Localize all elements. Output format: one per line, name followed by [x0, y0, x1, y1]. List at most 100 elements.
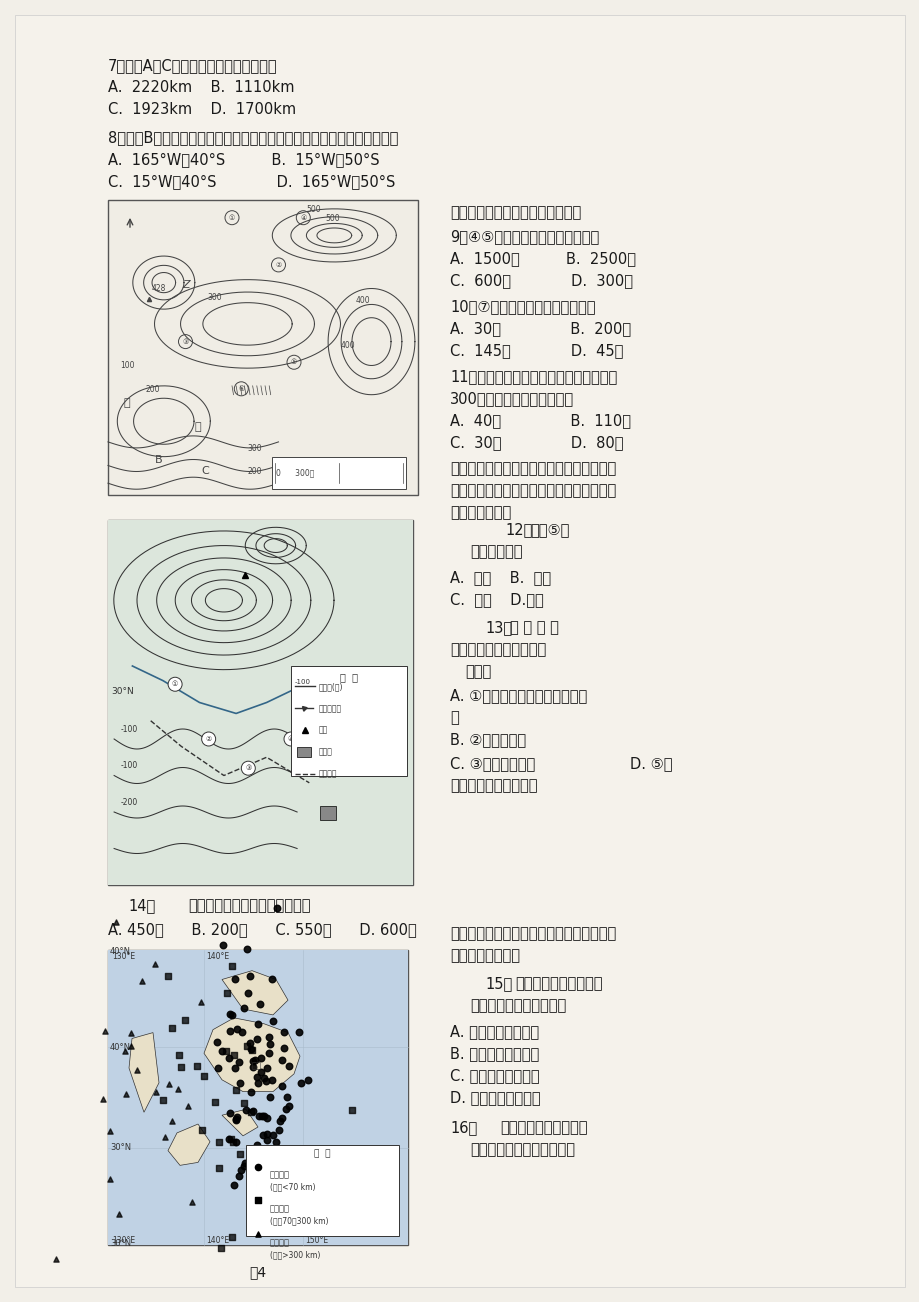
Point [271, 1120, 286, 1141]
Point [278, 1143, 293, 1164]
Bar [108, 201, 417, 495]
Point [172, 1044, 187, 1065]
Point [233, 1143, 247, 1164]
Point [161, 1073, 176, 1094]
Point [135, 970, 150, 991]
Text: 428: 428 [152, 284, 166, 293]
Text: 13、: 13、 [484, 620, 512, 635]
Text: -200: -200 [120, 798, 137, 807]
Point [244, 1082, 258, 1103]
Point [228, 1131, 243, 1152]
Point [249, 1029, 264, 1049]
Point [222, 1021, 237, 1042]
Bar [108, 950, 407, 1245]
Point [249, 1066, 264, 1087]
Point [240, 1035, 255, 1056]
Point [259, 1107, 274, 1128]
Point [224, 956, 239, 976]
Text: 回答下面两题。: 回答下面两题。 [449, 505, 511, 519]
Point [228, 1057, 243, 1078]
Bar [108, 519, 413, 885]
Point [215, 935, 230, 956]
Point [255, 1105, 269, 1126]
Point [222, 1103, 237, 1124]
Point [261, 1042, 276, 1062]
Text: 丙: 丙 [123, 398, 130, 409]
Text: C.  15°W，40°S             D.  165°W，50°S: C. 15°W，40°S D. 165°W，50°S [108, 174, 395, 189]
Circle shape [241, 762, 255, 775]
Point [194, 1120, 209, 1141]
Point [229, 1109, 244, 1130]
Point [49, 1249, 63, 1269]
Text: -100: -100 [120, 725, 137, 734]
Point [230, 1018, 244, 1039]
Text: 河流、瀏布: 河流、瀏布 [319, 704, 342, 713]
Point [210, 1057, 225, 1078]
Text: B. ②地坡度最陨: B. ②地坡度最陨 [449, 732, 526, 747]
Polygon shape [221, 971, 288, 1014]
Point [211, 1131, 226, 1152]
Text: 14、: 14、 [128, 898, 155, 913]
Point [260, 1163, 275, 1184]
Point [171, 1078, 186, 1099]
Point [276, 1038, 290, 1059]
Text: Z: Z [182, 280, 189, 289]
Text: -100: -100 [120, 762, 137, 771]
Point [249, 1134, 264, 1155]
Point [165, 1017, 179, 1038]
Point [124, 1036, 139, 1057]
Text: A.  165°W，40°S          B.  15°W，50°S: A. 165°W，40°S B. 15°W，50°S [108, 152, 380, 167]
Point [266, 1010, 280, 1031]
Point [227, 969, 242, 990]
Point [242, 965, 256, 986]
Point [130, 1060, 144, 1081]
Text: A.  2220km    B.  1110km: A. 2220km B. 1110km [108, 79, 294, 95]
Point [219, 1040, 233, 1061]
Text: ⑥: ⑥ [238, 385, 244, 392]
Point [240, 983, 255, 1004]
Point [161, 966, 176, 987]
Text: ④: ④ [300, 215, 306, 221]
Point [232, 1165, 246, 1186]
Point [108, 911, 123, 932]
Text: B. 由南向北深度增大: B. 由南向北深度增大 [449, 1046, 539, 1061]
Text: C.  湁地    D.山顶: C. 湁地 D.山顶 [449, 592, 543, 607]
Point [261, 1027, 276, 1048]
Point [252, 993, 267, 1014]
Text: 图  例: 图 例 [340, 672, 357, 682]
Text: 深度的分布特点是（　）: 深度的分布特点是（ ） [470, 999, 565, 1013]
Text: 考察路线: 考察路线 [319, 769, 337, 779]
Point [236, 1156, 251, 1177]
Text: 300: 300 [207, 293, 221, 302]
Point [224, 1226, 239, 1247]
Text: 左图为日本及其附近海域震源深度分布示意: 左图为日本及其附近海域震源深度分布示意 [449, 926, 616, 941]
Polygon shape [129, 1032, 159, 1112]
Point [264, 1069, 278, 1090]
Text: 是观赏瀏布的最佳位置: 是观赏瀏布的最佳位置 [449, 779, 537, 793]
Point [246, 1142, 261, 1163]
Text: 140°E: 140°E [206, 952, 229, 961]
Text: 400: 400 [340, 341, 355, 349]
Point [293, 1073, 308, 1094]
Text: 原因，描述正确的是（　）: 原因，描述正确的是（ ） [470, 1142, 574, 1157]
Point [237, 1152, 252, 1173]
Text: D. ⑤地: D. ⑤地 [630, 756, 672, 771]
Point [177, 1009, 192, 1030]
Bar [245, 1144, 399, 1236]
Text: （　）: （ ） [464, 664, 491, 680]
Point [281, 1096, 296, 1117]
Text: ⑤: ⑤ [290, 359, 297, 366]
Text: 300: 300 [247, 444, 262, 453]
Point [189, 1056, 204, 1077]
Text: C: C [200, 466, 209, 477]
Polygon shape [204, 1018, 300, 1091]
Point [229, 1107, 244, 1128]
Text: ①: ① [172, 681, 178, 687]
Point [103, 1121, 118, 1142]
Text: A.  40米               B.  110米: A. 40米 B. 110米 [449, 413, 630, 428]
Bar [319, 806, 335, 820]
Text: 等高线(米): 等高线(米) [319, 682, 343, 691]
Text: 30°N: 30°N [111, 687, 133, 697]
Text: 0      300米: 0 300米 [276, 469, 314, 478]
Point [276, 1022, 290, 1043]
